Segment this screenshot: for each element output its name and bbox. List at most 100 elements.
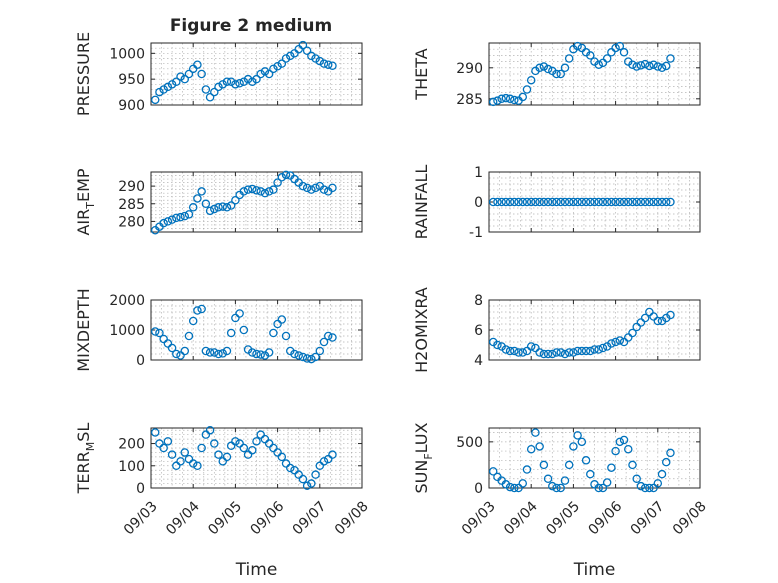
panel-6-data-point xyxy=(666,310,675,320)
panel-7-data-point xyxy=(184,454,194,464)
panel-8-data-point xyxy=(657,469,667,479)
panel-2-data-point xyxy=(497,94,506,104)
panel-2-data-point xyxy=(501,93,511,103)
panel-5-ytick-label: 1000 xyxy=(109,323,145,339)
panel-7-data-point xyxy=(328,450,337,459)
panel-4-data-point xyxy=(649,197,658,207)
panel-5-data-point xyxy=(205,348,215,357)
panel-2-data-point xyxy=(657,63,667,73)
panel-4-data-point xyxy=(611,197,620,207)
panel-5-data-point xyxy=(294,351,303,360)
panel-3-data-point xyxy=(167,215,177,224)
panel-8-data-point xyxy=(501,480,511,489)
panel-5-data-point xyxy=(155,328,164,338)
panel-2-data-point xyxy=(564,54,574,63)
panel-7-ytick-label: 0 xyxy=(136,481,145,497)
panel-4-data-point xyxy=(632,197,641,207)
panel-1-data-point xyxy=(269,64,278,74)
panel-7-data-point xyxy=(315,461,325,471)
panel-5-data-point xyxy=(307,354,316,364)
panel-1-data-point xyxy=(218,80,227,89)
panel-7-ytick-label: 100 xyxy=(118,459,145,475)
panel-4-data-point xyxy=(602,197,612,207)
panel-4-data-point xyxy=(543,197,553,207)
panel-7-data-point xyxy=(307,479,316,488)
panel-1-data-point xyxy=(328,61,337,70)
panel-4-data-point xyxy=(653,197,663,207)
panel-1-data-point xyxy=(323,60,333,69)
panel-1-data-point xyxy=(315,56,325,66)
panel-8-xtick-label: 09/05 xyxy=(543,498,583,538)
panel-5-data-point xyxy=(269,328,278,338)
panel-7-data-point xyxy=(277,452,287,462)
panel-4-data-point xyxy=(560,197,570,207)
panel-3-data-point xyxy=(180,211,190,221)
panel-7-data-point xyxy=(155,439,164,448)
panel-5-data-point xyxy=(197,304,206,314)
panel-6-data-point xyxy=(649,312,658,321)
panel-2-data-point xyxy=(518,92,528,102)
panel-7-data-point xyxy=(150,428,160,437)
panel-6-data-point xyxy=(653,316,663,326)
panel-7-data-point xyxy=(311,470,320,479)
panel-5-data-point xyxy=(264,348,274,357)
panel-7-data-point xyxy=(193,461,202,471)
panel-8-data-point xyxy=(615,437,625,447)
panel-8-data-point xyxy=(560,476,570,485)
panel-4-data-point xyxy=(518,197,528,207)
panel-1-data-point xyxy=(214,82,223,92)
panel-5-data-point xyxy=(218,349,227,358)
panel-6-data-point xyxy=(564,348,574,357)
panel-2-data-point xyxy=(632,62,641,71)
panel-5-data-point xyxy=(159,334,168,344)
panel-8-data-point xyxy=(649,483,658,493)
panel-2-data-point xyxy=(556,69,565,79)
panel-4-data-point xyxy=(577,197,587,207)
panel-2-data-point xyxy=(661,61,671,71)
panel-4-data-point xyxy=(556,197,565,207)
panel-8-data-point xyxy=(510,483,519,493)
panel-8-ytick-label: 0 xyxy=(474,481,483,497)
panel-7-data-point xyxy=(176,457,185,466)
panel-1-data-point xyxy=(150,95,160,105)
panel-3-data-point xyxy=(260,188,270,198)
panel-5-data-point xyxy=(239,325,249,335)
panel-7-data-point xyxy=(294,470,303,479)
panel-3-data-point xyxy=(298,181,308,191)
panel-3-data-point xyxy=(252,186,261,195)
panel-1-data-point xyxy=(256,69,265,79)
panel-7-data-point xyxy=(159,443,168,453)
panel-5-data-point xyxy=(302,354,312,363)
panel-3-data-point xyxy=(273,178,282,187)
panel-6-data-point xyxy=(505,346,515,356)
panel-6-data-point xyxy=(543,349,553,359)
panel-2-data-point xyxy=(607,48,616,57)
panel-7-data-point xyxy=(205,425,215,435)
panel-7-data-point xyxy=(172,461,181,471)
panel-7-data-point xyxy=(214,450,223,459)
panel-7-data-point xyxy=(222,452,232,462)
panel-3-data-point xyxy=(311,183,320,193)
panel-5-data-point xyxy=(298,352,308,362)
panel-7-data-point xyxy=(302,481,312,491)
panel-3-data-point xyxy=(269,185,278,194)
panel-4-data-point xyxy=(493,197,502,207)
panel-4-ytick-label: 0 xyxy=(474,195,483,211)
panel-7-data-point xyxy=(226,441,236,451)
panel-2-data-point xyxy=(539,62,549,71)
panel-3-ytick-label: 290 xyxy=(118,179,145,195)
panel-6-data-point xyxy=(598,343,608,353)
panel-2-data-point xyxy=(645,61,654,71)
panel-1-data-point xyxy=(180,74,190,84)
panel-7-data-point xyxy=(298,474,308,484)
panel-7-data-point xyxy=(163,437,173,446)
panel-5-data-point xyxy=(226,328,236,338)
panel-2-data-point xyxy=(611,43,620,53)
panel-7-xtick-label: 09/06 xyxy=(248,498,288,538)
panel-4-data-point xyxy=(640,197,650,207)
panel-8-data-point xyxy=(628,460,637,470)
panel-2-data-point xyxy=(598,58,608,68)
panel-3-ytick-label: 285 xyxy=(118,197,145,213)
panel-6-data-point xyxy=(514,348,523,357)
panel-6-data-point xyxy=(560,349,570,359)
